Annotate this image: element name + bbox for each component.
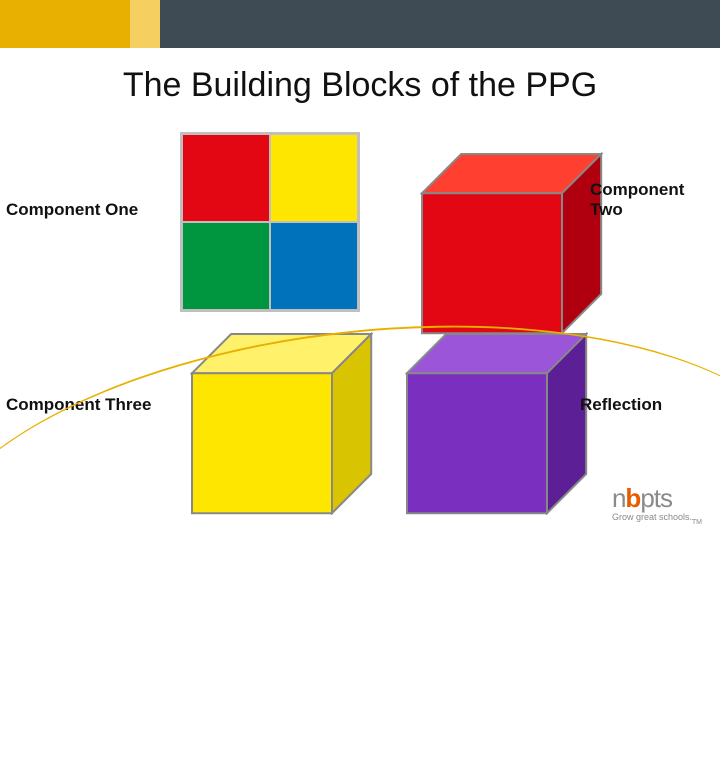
label-component-three: Component Three [6, 395, 151, 415]
header-gold-light-block [130, 0, 160, 48]
foursquare-cell-2 [182, 222, 270, 310]
logo-n: n [612, 483, 625, 513]
logo-tagline: Grow great schools. [612, 512, 692, 522]
foursquare-graphic [180, 132, 360, 312]
foursquare-cell-0 [182, 134, 270, 222]
nbpts-logo: nbpts Grow great schools. TM [612, 483, 692, 522]
label-component-two: Component Two [590, 180, 720, 220]
page-title: The Building Blocks of the PPG [0, 66, 720, 105]
logo-text: nbpts [612, 483, 692, 514]
foursquare-cell-1 [270, 134, 358, 222]
logo-tm: TM [692, 519, 702, 526]
label-component-one: Component One [6, 200, 138, 220]
cube-c3 [190, 332, 373, 515]
cube-c2 [420, 152, 603, 335]
cube-c4 [405, 332, 588, 515]
logo-b: b [625, 483, 640, 513]
foursquare-cell-3 [270, 222, 358, 310]
label-reflection: Reflection [580, 395, 662, 415]
logo-pts: pts [640, 483, 672, 513]
